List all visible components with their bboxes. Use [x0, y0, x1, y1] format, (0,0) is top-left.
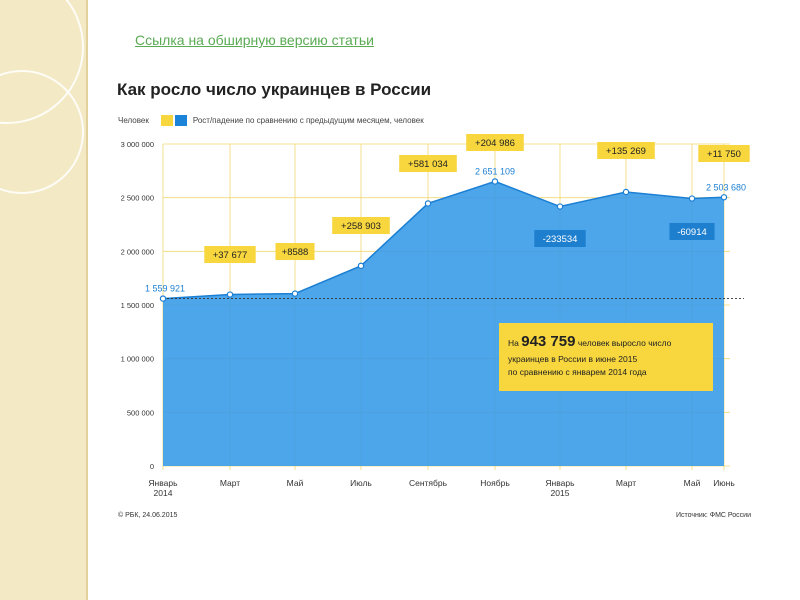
callout-line-1: На 943 759 человек выросло число: [508, 333, 672, 350]
x-tick-line: Май: [684, 478, 701, 488]
callout-box: На 943 759 человек выросло число украинце…: [499, 323, 713, 391]
x-tick-label: Июнь: [713, 478, 735, 488]
legend-yellow-swatch: [160, 114, 173, 126]
x-tick-label: Январь 2015: [545, 478, 575, 498]
x-tick-label: Июль: [350, 478, 372, 488]
change-label-bg: [204, 246, 256, 263]
change-label: +37 677: [204, 246, 256, 263]
callout-bg: [499, 323, 713, 391]
y-tick-label: 1 000 000: [121, 355, 154, 364]
data-point: [688, 195, 696, 202]
value-label: 2 651 109: [475, 166, 515, 176]
x-tick-label: Март: [616, 478, 636, 488]
footer-copyright: © РБК, 24.06.2015: [118, 512, 178, 519]
x-tick-line: Ноябрь: [480, 478, 510, 488]
change-label-bg: [669, 223, 715, 240]
x-tick-line: Июнь: [713, 478, 735, 488]
x-tick-line: Март: [616, 478, 636, 488]
legend-series-label: Человек: [118, 115, 149, 125]
change-label: +258 903: [332, 217, 390, 234]
x-tick-label: Январь 2014: [148, 478, 178, 498]
x-tick-line: Сентябрь: [409, 478, 448, 488]
change-label-bg: [597, 142, 655, 159]
change-label-text: -60914: [677, 227, 707, 238]
chart-plot: 0 500 000 1 000 000 1 500 000 2 000 000 2 500…: [121, 134, 750, 498]
data-point: [424, 200, 432, 207]
y-tick-label: 500 000: [127, 408, 154, 417]
data-point: [357, 262, 365, 270]
change-label-text: +204 986: [475, 138, 515, 149]
data-point: [491, 178, 499, 185]
x-tick-line: Июль: [350, 478, 372, 488]
y-tick-label: 2 500 000: [121, 194, 154, 203]
article-link[interactable]: Ссылка на обширную версию статьи: [135, 32, 374, 48]
data-point: [556, 203, 564, 210]
y-tick-label: 0: [150, 462, 154, 471]
legend-blue-swatch: [174, 114, 187, 126]
change-label: +204 986: [466, 134, 524, 151]
chart-title: Как росло число украинцев в России: [117, 80, 432, 99]
data-point: [159, 295, 167, 302]
series-line: [162, 180, 725, 300]
x-tick-line: Март: [220, 478, 240, 488]
change-label-text: +11 750: [707, 149, 741, 160]
callout-line-2: украинцев в России в июне 2015: [508, 354, 637, 364]
change-label: +11 750: [698, 145, 750, 162]
change-label-bg: [698, 145, 750, 162]
value-label: 2 503 680: [706, 182, 746, 192]
change-label-text: +258 903: [341, 221, 381, 232]
x-tick-line: 2015: [551, 488, 570, 498]
data-point: [226, 291, 234, 298]
change-label-text: +135 269: [606, 146, 646, 157]
change-label-text: +8588: [282, 247, 309, 258]
change-label-bg: [466, 134, 524, 151]
decorative-side-band: [0, 0, 88, 600]
x-tick-line: Январь: [148, 478, 178, 488]
change-label: -60914: [669, 223, 715, 240]
x-tick-label: Май: [287, 478, 304, 488]
x-tick-line: 2014: [154, 488, 173, 498]
change-label-bg: [332, 217, 390, 234]
x-tick-label: Май: [684, 478, 701, 488]
change-label-text: +37 677: [213, 250, 248, 261]
change-label: +581 034: [399, 155, 457, 172]
change-label: +8588: [275, 243, 315, 260]
change-label-bg: [534, 230, 586, 247]
change-label-bg: [275, 243, 315, 260]
x-tick-line: Январь: [545, 478, 575, 488]
x-tick-label: Март: [220, 478, 240, 488]
band-divider: [86, 0, 88, 600]
x-tick-line: Май: [287, 478, 304, 488]
x-tick-label: Ноябрь: [480, 478, 510, 488]
data-point: [622, 188, 630, 196]
value-label: 1 559 921: [145, 284, 185, 294]
callout-line-3: по сравнению с январем 2014 года: [508, 367, 647, 377]
data-point: [291, 290, 299, 297]
x-tick-label: Сентябрь: [409, 478, 448, 488]
y-tick-label: 1 500 000: [121, 301, 154, 310]
change-label-text: -233534: [543, 234, 578, 245]
change-label-bg: [399, 155, 457, 172]
footer-source: Источник: ФМС России: [676, 512, 752, 519]
chart-legend: Человек Рост/падение по сравнению с пред…: [118, 113, 424, 127]
callout-number: 943 759: [521, 333, 575, 350]
area-fill: [163, 181, 724, 466]
y-tick-label: 3 000 000: [121, 140, 154, 149]
y-tick-label: 2 000 000: [121, 247, 154, 256]
legend-change-label: Рост/падение по сравнению с предыдущим м…: [192, 115, 424, 125]
change-label-text: +581 034: [408, 159, 448, 170]
change-label: +135 269: [597, 142, 655, 159]
change-label: -233534: [534, 230, 586, 247]
data-point: [720, 194, 728, 201]
